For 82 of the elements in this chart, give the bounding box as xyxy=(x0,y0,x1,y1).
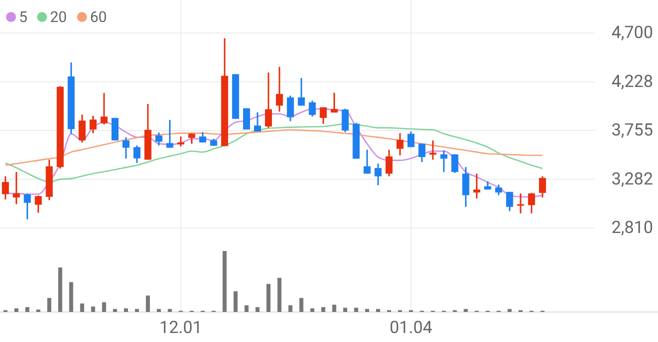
candlestick xyxy=(374,162,382,186)
bar xyxy=(234,291,238,312)
bar xyxy=(464,308,468,312)
candlestick xyxy=(396,132,404,156)
y-tick-label: 2,810 xyxy=(611,218,653,238)
bar xyxy=(146,296,150,312)
candlestick xyxy=(418,142,426,163)
candlestick xyxy=(199,131,206,144)
bar xyxy=(266,284,270,312)
bar xyxy=(256,307,260,312)
bar xyxy=(47,298,52,312)
bar xyxy=(365,308,370,312)
candlestick xyxy=(254,111,262,132)
bar xyxy=(102,302,106,312)
bar xyxy=(222,251,227,312)
candlestick xyxy=(122,136,130,160)
bar xyxy=(25,307,30,312)
bar xyxy=(244,305,249,312)
bar xyxy=(14,308,18,312)
candlestick xyxy=(539,176,546,198)
candlestick xyxy=(517,192,524,214)
bar xyxy=(343,308,348,312)
candlestick xyxy=(506,191,514,212)
bar xyxy=(299,298,304,312)
bar xyxy=(277,278,282,312)
legend-label: 60 xyxy=(90,8,107,26)
bar xyxy=(508,308,512,312)
bar xyxy=(134,308,139,312)
candlestick xyxy=(364,148,371,174)
x-tick-label: 12.01 xyxy=(159,318,202,338)
candlestick xyxy=(451,154,458,174)
bar xyxy=(288,305,292,312)
bar xyxy=(156,308,161,312)
candlestick xyxy=(330,92,338,114)
y-tick-label: 3,755 xyxy=(611,120,653,140)
candlestick xyxy=(276,66,283,112)
bar xyxy=(58,267,62,312)
bar xyxy=(332,304,336,312)
bar xyxy=(354,308,358,312)
bar xyxy=(69,282,74,312)
candlestick xyxy=(386,148,393,178)
legend-label: 5 xyxy=(19,8,28,26)
candlestick xyxy=(298,77,305,106)
bar xyxy=(321,307,326,312)
candlestick xyxy=(177,136,184,148)
candlestick xyxy=(155,132,162,146)
candlestick xyxy=(429,140,436,160)
bar xyxy=(310,308,314,312)
candlestick xyxy=(286,94,294,122)
bar xyxy=(124,308,128,312)
candlestick xyxy=(188,132,196,144)
bar xyxy=(91,306,96,312)
candlestick xyxy=(24,192,31,220)
candlestick xyxy=(78,114,86,144)
y-tick-label: 4,228 xyxy=(611,72,653,92)
candlestick xyxy=(440,150,448,173)
candlestick xyxy=(166,119,174,148)
candlestick xyxy=(133,144,140,164)
candlestick xyxy=(342,108,349,133)
y-tick-label: 3,282 xyxy=(611,169,653,190)
candlestick xyxy=(320,106,327,125)
candlestick xyxy=(528,192,536,214)
candlestick xyxy=(308,100,316,118)
bar xyxy=(80,303,84,312)
candlestick xyxy=(2,176,9,200)
candlestick xyxy=(90,115,97,134)
bar xyxy=(113,308,118,312)
candlestick xyxy=(112,117,119,142)
candlestick xyxy=(12,171,20,205)
bar xyxy=(168,308,172,312)
candlestick xyxy=(100,92,108,126)
candlestick xyxy=(462,166,470,208)
candlestick xyxy=(407,130,414,148)
candlestick xyxy=(34,194,42,214)
candlestick xyxy=(473,172,480,200)
legend-label: 20 xyxy=(50,8,67,26)
candlestick xyxy=(243,108,250,130)
candlestick xyxy=(495,184,502,196)
x-tick-label: 01.04 xyxy=(390,318,433,338)
y-tick-label: 4,700 xyxy=(611,23,653,43)
bar xyxy=(376,308,380,312)
candlestick xyxy=(264,72,272,129)
